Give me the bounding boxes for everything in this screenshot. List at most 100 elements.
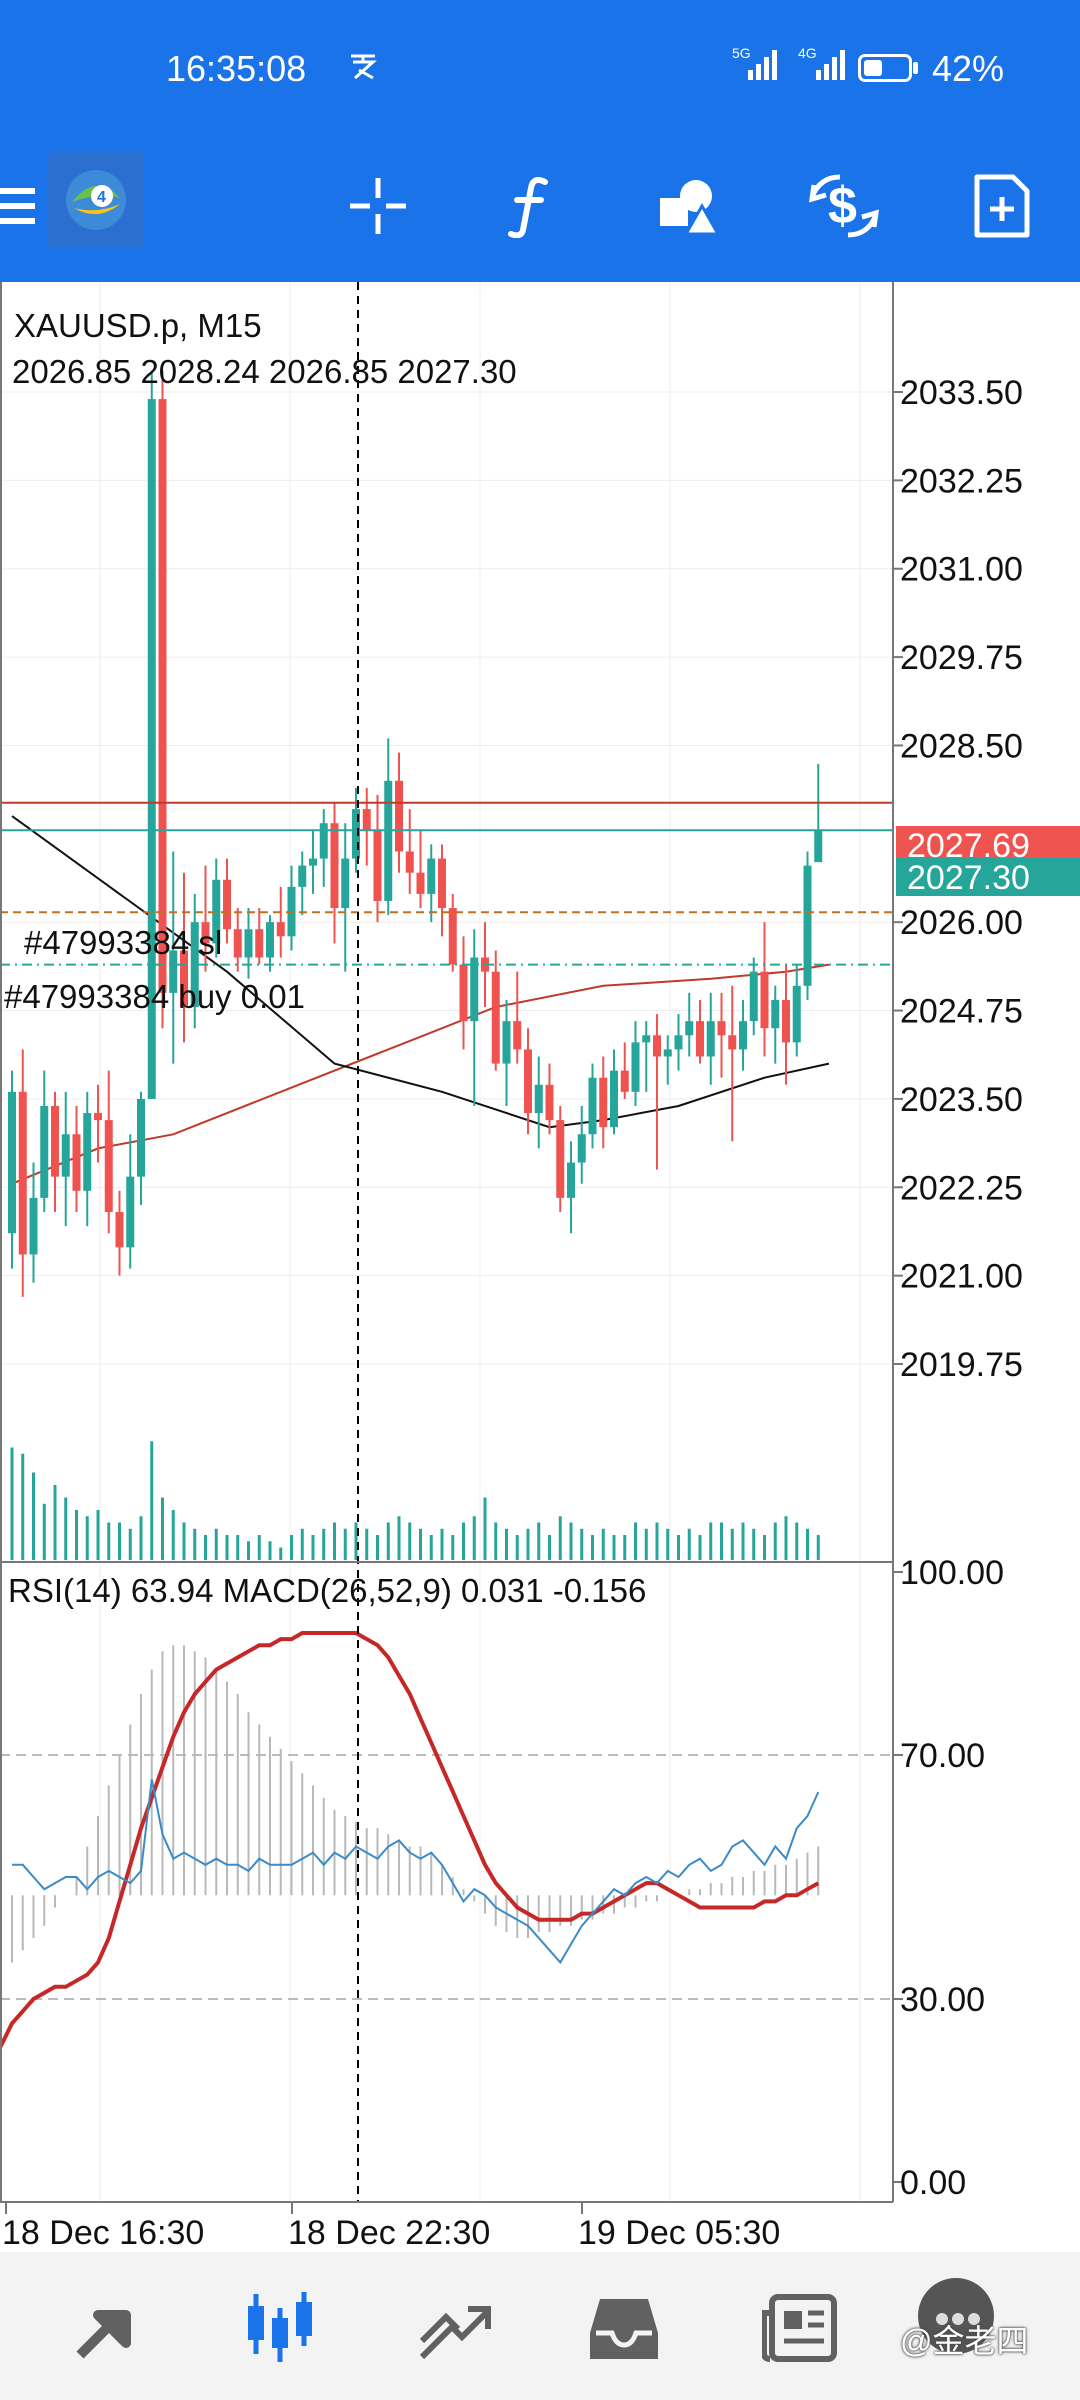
price-tick-label: 2023.50 <box>900 1081 1023 1119</box>
trade-tab[interactable] <box>414 2288 494 2368</box>
indicator-tick-label: 100.00 <box>900 1554 1004 1592</box>
candle-body <box>29 1197 38 1255</box>
bottom-navigation <box>0 2252 1080 2400</box>
candle-body <box>599 1077 608 1128</box>
candle-body <box>556 1120 565 1198</box>
battery-fill <box>864 60 882 76</box>
candle-body <box>459 964 468 1022</box>
chart-tab[interactable] <box>240 2288 320 2368</box>
candle-body <box>61 1134 70 1177</box>
indicator-panel <box>0 1631 893 2049</box>
time-tick-label: 18 Dec 22:30 <box>288 2214 490 2252</box>
candle-body <box>405 851 414 873</box>
candle-body <box>255 929 264 958</box>
candle-body <box>534 1084 543 1114</box>
candlestick-icon <box>248 2292 312 2362</box>
indicator-label: RSI(14) 63.94 MACD(26,52,9) 0.031 -0.156 <box>8 1572 646 1609</box>
history-tab[interactable] <box>584 2288 664 2368</box>
crosshair-icon[interactable] <box>338 166 418 246</box>
svg-text:$: $ <box>828 177 857 235</box>
candle-body <box>814 830 823 863</box>
ma-fast-line <box>11 963 830 1185</box>
news-tab[interactable] <box>760 2288 840 2368</box>
messages-tab[interactable] <box>918 2278 994 2354</box>
candle-body <box>223 879 231 930</box>
volume-bars <box>10 1441 820 1560</box>
notification-icon <box>345 48 381 92</box>
candle-body <box>739 1021 747 1050</box>
candle-body <box>190 922 199 1008</box>
candle-body <box>631 1042 640 1092</box>
price-scale: 2033.50 2032.25 2031.00 2029.75 2028.50 2026.… <box>893 374 1023 2202</box>
candle-body <box>137 1098 145 1177</box>
candle-body <box>427 858 436 894</box>
candle-body <box>115 1212 124 1248</box>
candlesticks <box>8 370 823 1297</box>
price-tick-label: 2021.00 <box>900 1258 1023 1296</box>
candle-body <box>298 865 307 887</box>
candle-body <box>362 809 371 831</box>
candle-body <box>567 1162 575 1198</box>
price-tick-label: 2026.00 <box>900 904 1023 942</box>
candle-body <box>51 1105 59 1177</box>
candle-body <box>674 1035 683 1050</box>
candle-body <box>158 399 167 993</box>
candle-body <box>513 1021 522 1050</box>
price-tick-label: 2033.50 <box>900 374 1023 412</box>
quotes-arrows-icon <box>76 2310 131 2359</box>
time-tick-label: 18 Dec 16:30 <box>2 2214 204 2252</box>
price-tick-label: 2024.75 <box>900 993 1023 1031</box>
price-tick-label: 2028.50 <box>900 727 1023 765</box>
price-chart[interactable]: 2033.50 2032.25 2031.00 2029.75 2028.50 2026.… <box>0 282 1080 2252</box>
menu-icon[interactable] <box>0 166 50 246</box>
candle-body <box>416 872 425 894</box>
battery-icon <box>858 54 912 82</box>
price-lines <box>0 801 893 966</box>
candle-body <box>83 1113 92 1191</box>
price-tick-label: 2022.25 <box>900 1169 1023 1207</box>
chat-avatar-icon <box>936 2313 980 2325</box>
buy-line-label: #47993384 buy 0.01 <box>4 978 305 1015</box>
inbox-icon <box>590 2299 658 2359</box>
candle-body <box>706 1021 715 1057</box>
candle-body <box>126 1176 135 1248</box>
candle-body <box>502 1021 511 1064</box>
candle-body <box>717 1021 726 1036</box>
candle-body <box>94 1113 102 1121</box>
trade-icon[interactable]: $ <box>804 166 884 246</box>
ask-price-tag <box>896 826 1080 864</box>
candle-body <box>395 780 403 852</box>
clock: 16:35:08 <box>166 48 307 89</box>
signal-5g-label: 5G <box>732 45 751 61</box>
candle-body <box>491 971 500 1064</box>
function-icon[interactable] <box>490 166 570 246</box>
candle-body <box>448 908 457 965</box>
watermark-text: @金老四 <box>900 2323 1029 2359</box>
new-order-icon[interactable] <box>962 166 1042 246</box>
candle-body <box>147 399 156 1099</box>
candle-body <box>792 985 801 1043</box>
indicator-tick-label: 70.00 <box>900 1737 985 1775</box>
quotes-tab[interactable] <box>70 2288 150 2368</box>
candle-body <box>18 1091 27 1255</box>
candle-body <box>438 858 446 909</box>
candle-body <box>760 971 769 1029</box>
candle-body <box>577 1134 586 1163</box>
candle-body <box>610 1070 618 1128</box>
candle-body <box>212 879 221 944</box>
candle-body <box>782 999 790 1043</box>
signal-4g-label: 4G <box>798 45 817 61</box>
macd-signal-line <box>0 1631 820 2049</box>
ohlc-label: 2026.85 2028.24 2026.85 2027.30 <box>12 353 517 390</box>
bid-price-label: 2027.30 <box>907 859 1030 897</box>
app-logo-icon[interactable]: 4 <box>48 152 144 248</box>
candle-body <box>803 865 812 986</box>
vertical-grid <box>99 282 861 2202</box>
candle-body <box>620 1070 629 1092</box>
objects-icon[interactable] <box>648 166 728 246</box>
candle-body <box>653 1035 661 1057</box>
candle-body <box>352 809 360 859</box>
candle-body <box>696 1021 704 1057</box>
candle-body <box>749 971 758 1022</box>
bid-price-tag <box>896 858 1080 896</box>
